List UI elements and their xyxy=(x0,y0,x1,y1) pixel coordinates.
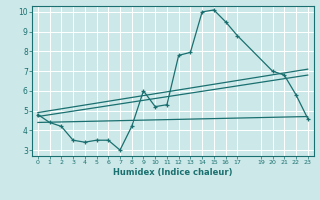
X-axis label: Humidex (Indice chaleur): Humidex (Indice chaleur) xyxy=(113,168,233,177)
